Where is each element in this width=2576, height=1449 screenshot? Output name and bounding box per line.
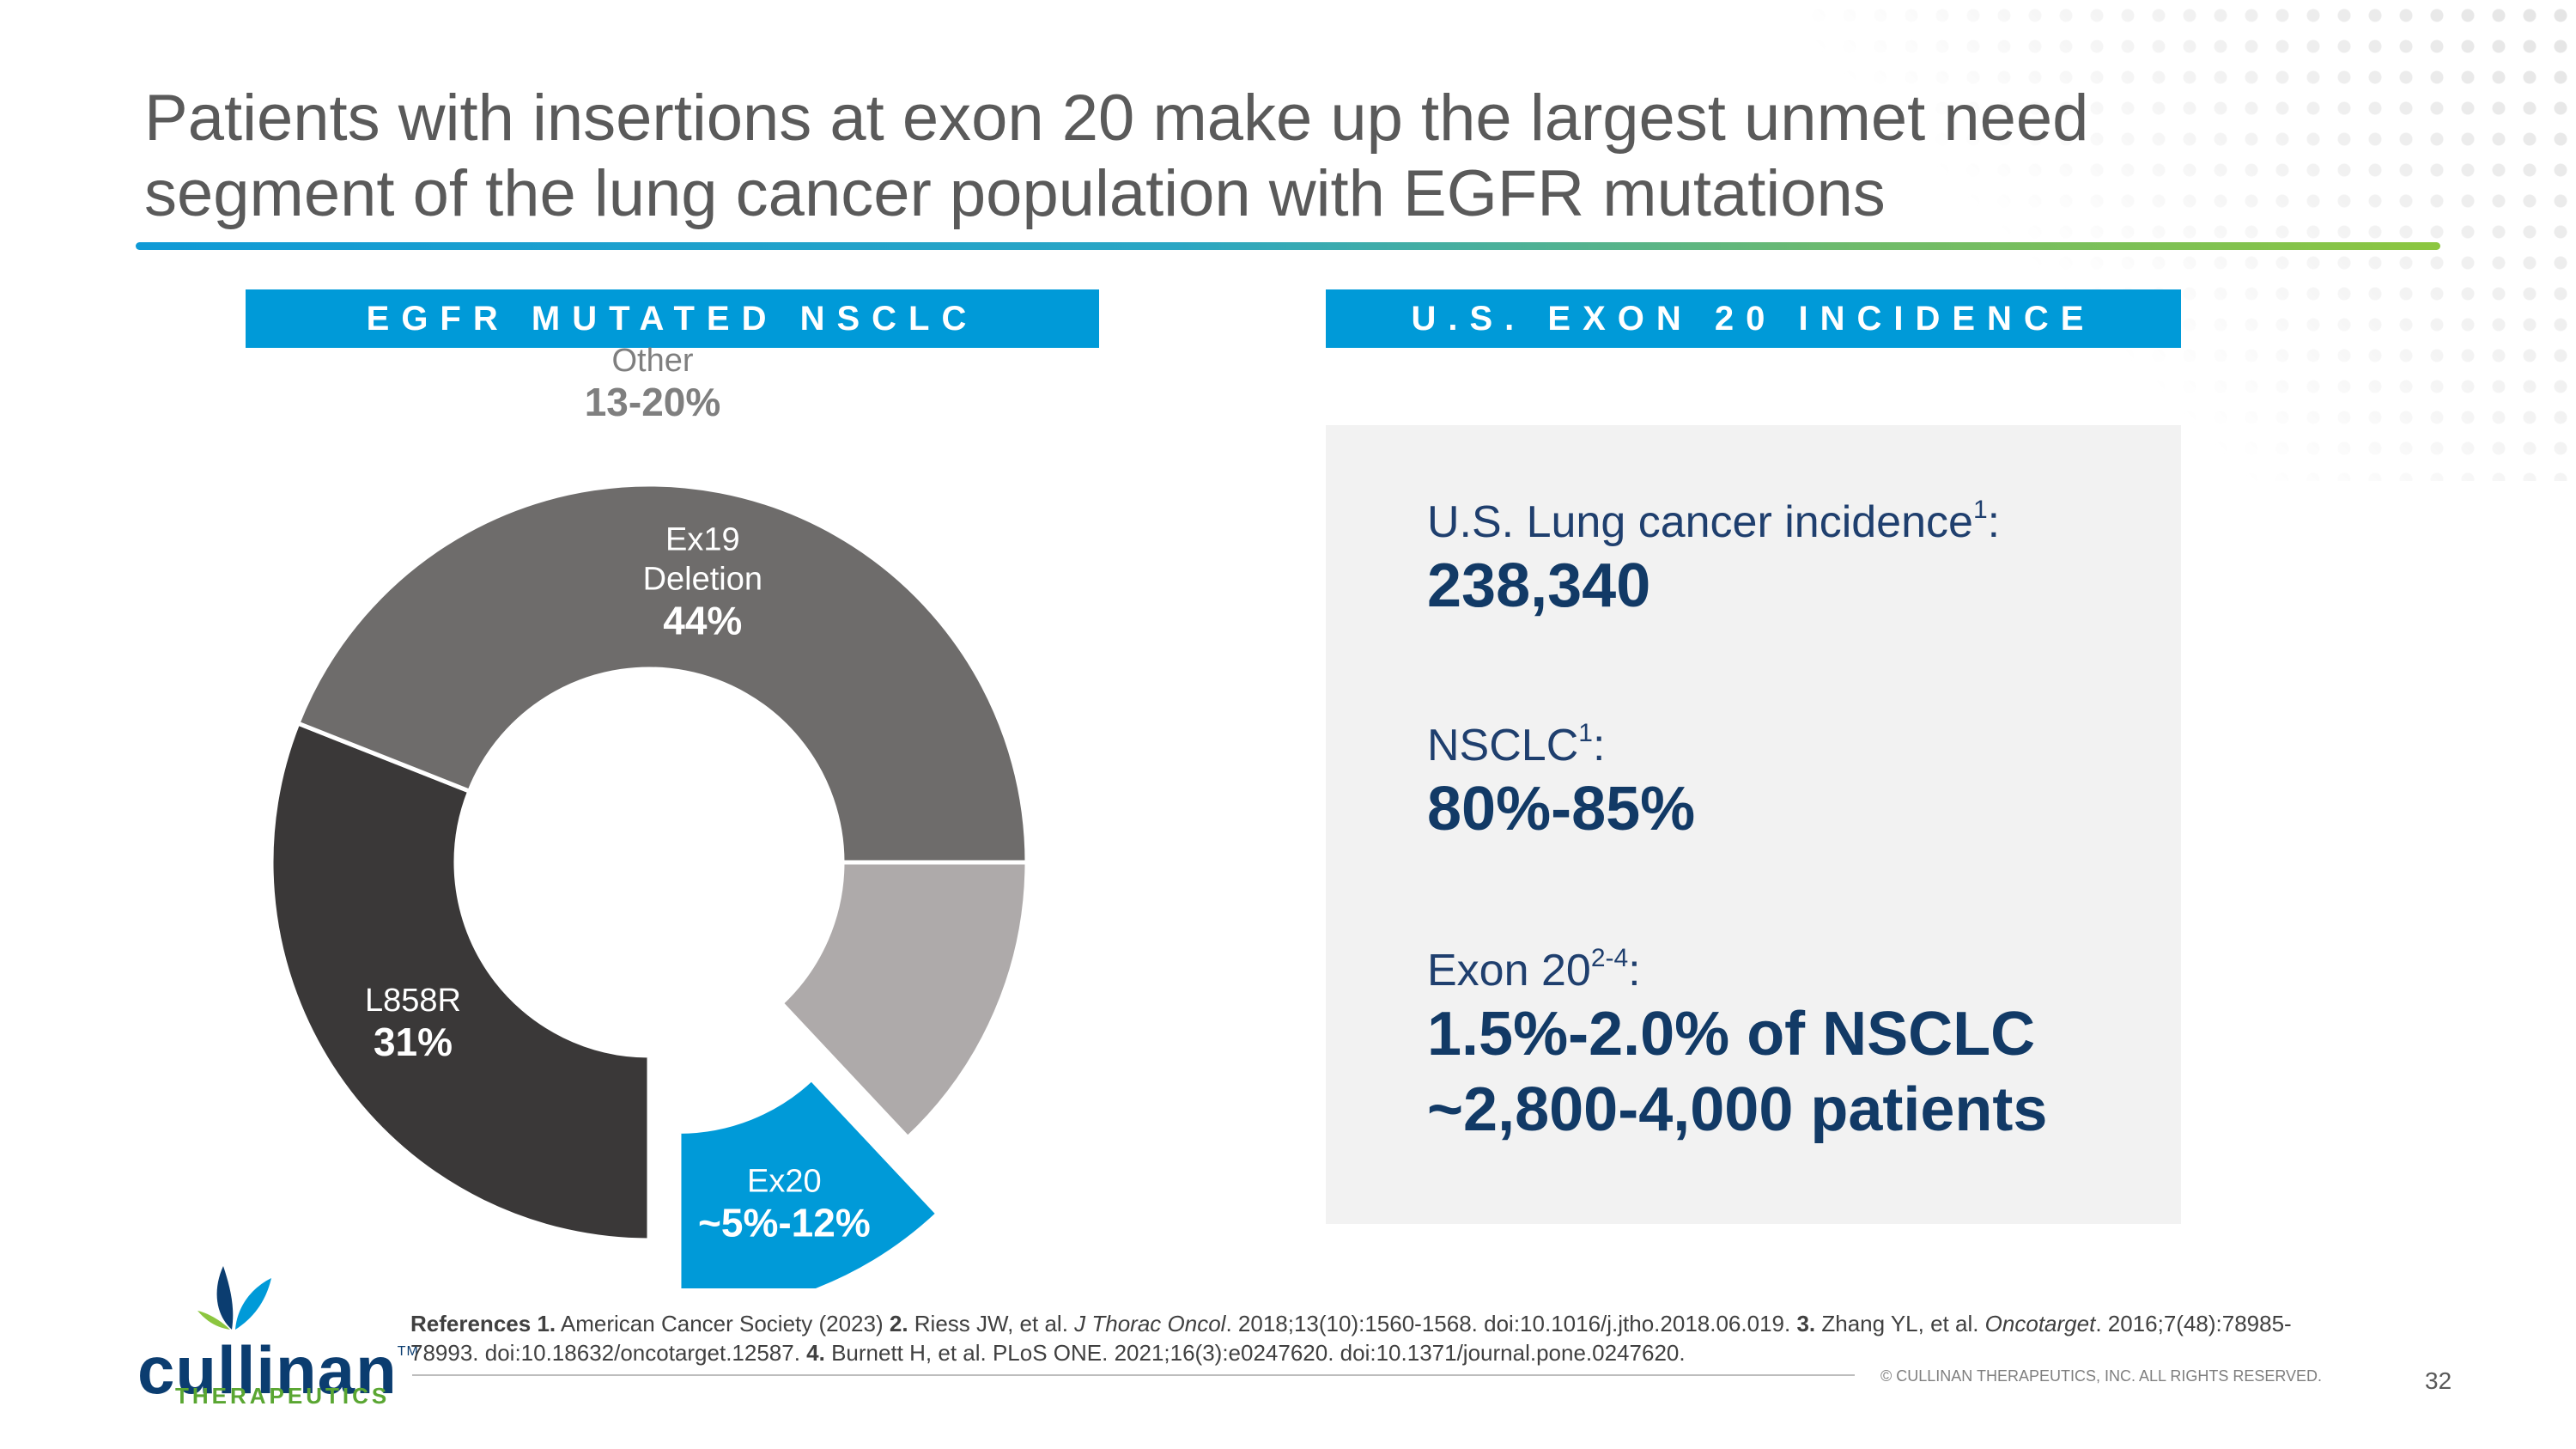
page-title: Patients with insertions at exon 20 make…	[144, 81, 2377, 232]
page-title-line-2: segment of the lung cancer population wi…	[144, 157, 1886, 230]
slice-label-ex19-deletion-1: Deletion	[643, 561, 762, 597]
exon20-value-nsclc: 1.5%-2.0% of NSCLC	[1427, 1000, 2036, 1068]
lung-incidence-stat: U.S. Lung cancer incidence1: 238,340	[1427, 496, 2000, 624]
leaf-logo-icon	[197, 1266, 271, 1330]
slice-value-ex20: ~5%-12%	[698, 1200, 871, 1245]
title-gradient-rule	[136, 242, 2440, 250]
copyright-notice: © CULLINAN THERAPEUTICS, INC. ALL RIGHTS…	[1880, 1367, 2323, 1385]
exon20-value-patients: ~2,800-4,000 patients	[1427, 1075, 2048, 1144]
lung-incidence-footnote: 1	[1972, 496, 1988, 524]
decorative-dot-pattern	[1803, 0, 2576, 481]
egfr-section-header: EGFR MUTATED NSCLC	[246, 289, 1099, 348]
slice-value-ex19-deletion: 44%	[663, 598, 742, 642]
exon20-footnote: 2-4	[1590, 944, 1629, 972]
donut-slice-l858r	[269, 720, 652, 1243]
donut-slice-ex19-deletion	[295, 482, 1030, 865]
logo-wordmark: cullinanTM	[137, 1332, 419, 1408]
exon20-label: Exon 202-4:	[1427, 944, 1641, 995]
nsclc-footnote: 1	[1578, 719, 1593, 747]
references-lead: References	[410, 1311, 532, 1336]
incidence-panel: U.S. Lung cancer incidence1: 238,340 NSC…	[1326, 425, 2181, 1224]
slice-label-ex19-deletion-0: Ex19	[665, 521, 740, 557]
page-number: 32	[2425, 1367, 2452, 1394]
references: References 1. American Cancer Society (2…	[410, 1311, 2292, 1366]
nsclc-label: NSCLC1:	[1427, 719, 1606, 770]
cullinan-logo: cullinanTM THERAPEUTICS	[137, 1263, 418, 1409]
nsclc-value: 80%-85%	[1427, 775, 1696, 843]
slice-value-other: 13-20%	[585, 380, 721, 424]
slice-label-other-0: Other	[611, 343, 693, 379]
lung-incidence-label: U.S. Lung cancer incidence1:	[1427, 496, 2001, 547]
donut-slice-other	[778, 860, 1030, 1142]
footer-rule	[412, 1374, 1855, 1376]
slice-label-ex20-0: Ex20	[747, 1163, 822, 1199]
page-title-line-1: Patients with insertions at exon 20 make…	[144, 82, 2089, 155]
lung-incidence-value: 238,340	[1427, 551, 1651, 620]
exon20-stat: Exon 202-4: 1.5%-2.0% of NSCLC ~2,800-4,…	[1427, 944, 2047, 1148]
logo-trademark: TM	[397, 1344, 419, 1359]
slice-value-l858r: 31%	[374, 1020, 453, 1064]
nsclc-stat: NSCLC1: 80%-85%	[1427, 719, 1695, 847]
slice-label-l858r-0: L858R	[365, 983, 461, 1019]
donut-slice-ex20	[677, 1075, 941, 1288]
exon20-section-header: U.S. EXON 20 INCIDENCE	[1326, 289, 2181, 348]
logo-subtitle: THERAPEUTICS	[175, 1383, 391, 1409]
